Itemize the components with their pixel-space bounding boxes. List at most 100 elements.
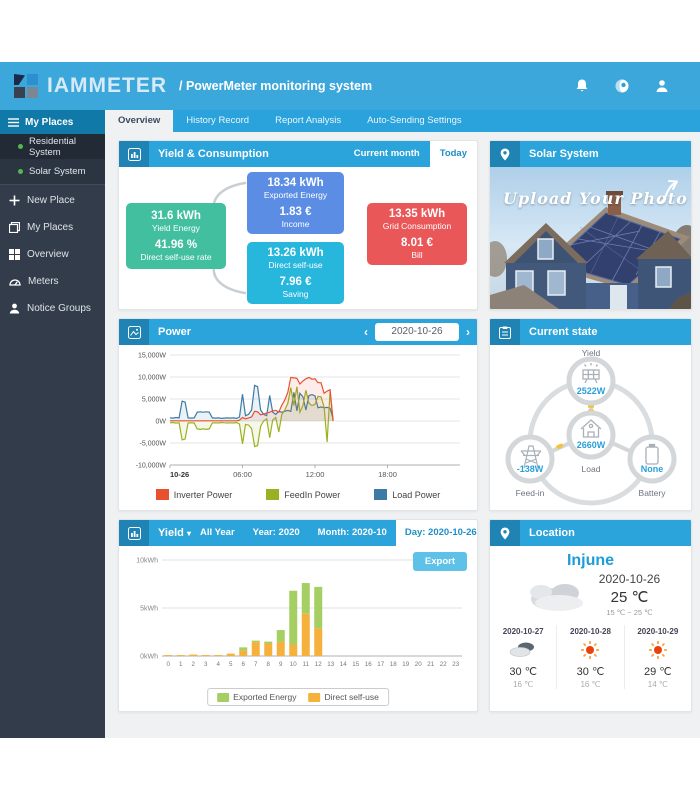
y-tick-label: -5,000W <box>140 441 167 448</box>
x-category-label: 11 <box>303 661 310 668</box>
x-category-label: 10 <box>290 661 297 668</box>
x-category-label: 14 <box>340 661 347 668</box>
x-category-label: 9 <box>279 661 283 668</box>
current-date: 2020-10-26 <box>598 572 661 586</box>
bar-exported-energy <box>276 630 285 642</box>
feedin-node-value: -138W <box>516 464 544 474</box>
tab-auto-sending-settings[interactable]: Auto-Sending Settings <box>367 115 462 126</box>
series-area <box>170 385 334 421</box>
x-category-label: 22 <box>440 661 447 668</box>
sidebar-item-meters[interactable]: Meters <box>0 268 105 295</box>
sidebar-item-label: New Place <box>27 195 75 206</box>
yield-dropdown[interactable]: Yield ▾ <box>158 527 191 539</box>
iammeter-logo-icon[interactable] <box>14 74 38 98</box>
x-tick-label: 12:00 <box>306 470 325 479</box>
power-date-input[interactable]: 2020-10-26 <box>375 323 459 341</box>
legend-item[interactable]: Direct self-use <box>308 692 379 702</box>
legend-swatch <box>266 489 280 500</box>
tab-overview[interactable]: Overview <box>105 110 174 132</box>
exported-energy-value: 18.34 kWh <box>267 177 324 189</box>
legend-item[interactable]: Exported Energy <box>217 692 297 702</box>
bar-exported-energy <box>251 640 260 643</box>
prev-day-button[interactable]: ‹ <box>364 325 368 339</box>
self-use-value: 13.26 kWh <box>267 247 324 259</box>
sidebar-item-overview[interactable]: Overview <box>0 241 105 268</box>
solar-panel-icon <box>582 363 600 384</box>
x-category-label: 19 <box>402 661 409 668</box>
sidebar-item-my-places[interactable]: My Places <box>0 214 105 241</box>
legend-label: Load Power <box>392 489 441 500</box>
sidebar-item-new-place[interactable]: New Place <box>0 187 105 214</box>
bar-direct-self-use <box>201 655 210 656</box>
sidebar-item-notice-groups[interactable]: Notice Groups <box>0 295 105 322</box>
x-category-label: 4 <box>217 661 221 668</box>
power-line-chart: 15,000W 10,000W 5,000W 0W -5,000W -10,000W10-… <box>136 353 460 479</box>
forecast-high: 29 ℃ <box>643 666 672 678</box>
sidebar-item-residential-system[interactable]: Residential System <box>0 134 105 159</box>
legend-swatch <box>308 692 321 702</box>
yield-tab-year[interactable]: Year: 2020 <box>252 527 300 538</box>
y-tick-label: 0W <box>156 419 167 426</box>
yield-energy-label: Yield Energy <box>152 223 200 233</box>
x-category-label: 21 <box>427 661 434 668</box>
forecast-date: 2020-10-28 <box>570 627 611 636</box>
x-category-label: 2 <box>192 661 196 668</box>
period-tab-today[interactable]: Today <box>429 141 477 167</box>
battery-node-value: None <box>640 464 664 474</box>
energy-flow-diagram: Yield 2522W 2660W Load -138W Feed-in Non… <box>490 345 691 510</box>
grid-consumption-label: Grid Consumption <box>382 221 452 231</box>
yield-tab-day[interactable]: Day: 2020-10-26 <box>395 520 477 546</box>
bar-chart-icon <box>119 141 149 167</box>
sidebar-item-solar-system[interactable]: Solar System <box>0 159 105 184</box>
picture-icon <box>119 319 149 345</box>
power-card: Power ‹ 2020-10-26 › 15,000W 10,000W 5,000… <box>118 318 478 511</box>
user-icon[interactable] <box>654 78 670 94</box>
sidebar-item-label: Overview <box>27 249 69 260</box>
current-state-card: Current state <box>489 318 692 511</box>
tab-history-record[interactable]: History Record <box>186 115 250 126</box>
period-tab-current-month[interactable]: Current month <box>353 148 420 159</box>
export-button[interactable]: Export <box>412 552 467 571</box>
y-tick-label: 15,000W <box>138 353 166 360</box>
next-day-button[interactable]: › <box>466 325 470 339</box>
brand-name[interactable]: IAMMETER <box>47 74 167 97</box>
map-pin-icon <box>490 520 520 546</box>
y-tick-label: 0kWh <box>140 654 158 661</box>
meter-icon <box>9 279 21 286</box>
bar-direct-self-use <box>164 655 173 656</box>
bill-label: Bill <box>411 250 423 260</box>
forecast-day-2: 2020-10-28 30 ℃ 16 ℃ <box>556 625 623 689</box>
online-dot-icon <box>18 169 23 174</box>
legend-item[interactable]: Load Power <box>374 489 440 500</box>
card-title: Power <box>158 326 192 338</box>
x-category-label: 12 <box>315 661 322 668</box>
app-window: IAMMETER / PowerMeter monitoring system … <box>0 62 700 738</box>
legend-item[interactable]: FeedIn Power <box>266 489 340 500</box>
yield-energy-value: 31.6 kWh <box>151 210 201 222</box>
current-temp: 25 ℃ <box>610 589 649 606</box>
y-tick-label: -10,000W <box>136 463 167 470</box>
legend-item[interactable]: Inverter Power <box>155 489 233 500</box>
bell-icon[interactable] <box>574 78 590 94</box>
load-node-value: 2660W <box>576 440 606 450</box>
legend-label: Inverter Power <box>173 489 233 500</box>
tab-report-analysis[interactable]: Report Analysis <box>275 115 342 126</box>
legend-label: Direct self-use <box>324 692 379 702</box>
globe-icon[interactable] <box>614 78 630 94</box>
yield-node-value: 2522W <box>576 386 606 396</box>
sidebar-section-my-places[interactable]: My Places <box>0 110 105 134</box>
upload-photo-area[interactable]: Upload Your Photo <box>490 167 691 309</box>
hamburger-icon <box>8 117 19 127</box>
self-use-label: Direct self-use <box>268 260 323 270</box>
nav-tabbar: Overview History Record Report Analysis … <box>105 110 700 132</box>
yield-tab-all-year[interactable]: All Year <box>199 527 235 538</box>
bar-direct-self-use <box>214 655 223 656</box>
bar-direct-self-use <box>189 654 198 656</box>
yield-tab-month[interactable]: Month: 2020-10 <box>317 527 387 538</box>
sidebar-item-label: Notice Groups <box>27 303 91 314</box>
x-category-label: 15 <box>352 661 359 668</box>
cloudy-icon <box>509 642 535 657</box>
x-tick-label: 18:00 <box>378 470 397 479</box>
online-dot-icon <box>18 144 23 149</box>
